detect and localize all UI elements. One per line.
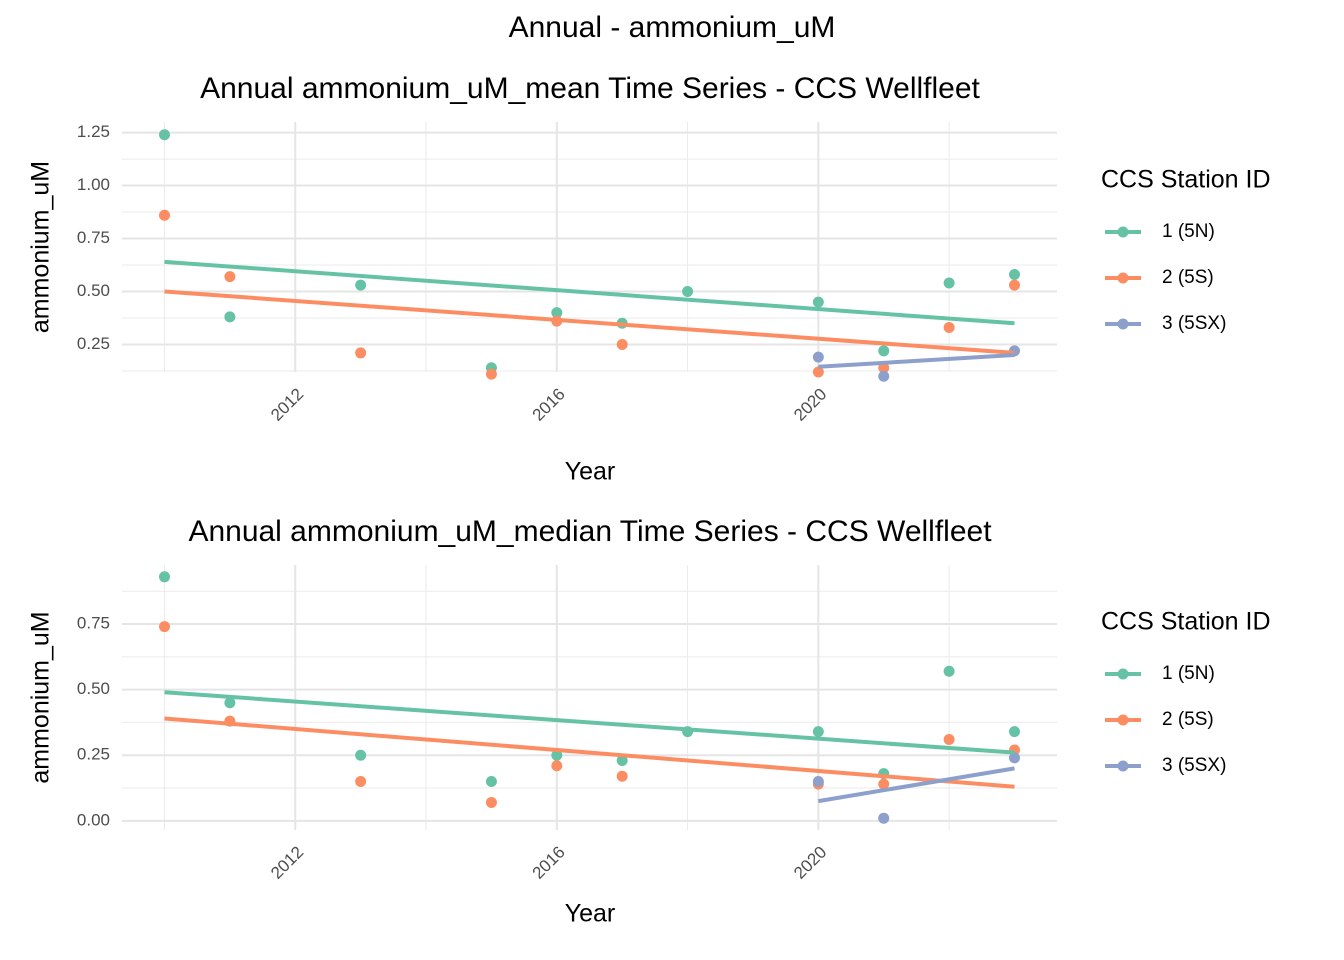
data-point [485,796,497,808]
y-axis-title: ammonium_uM [27,161,55,333]
legend-label: 3 (5SX) [1162,755,1226,776]
data-point [485,775,497,787]
data-point [943,733,955,745]
data-point [159,571,170,583]
legend-key-point [1117,714,1129,726]
legend-title: CCS Station ID [1101,166,1271,194]
legend-title: CCS Station ID [1101,608,1271,636]
legend-key-point [1117,272,1129,284]
y-tick-label: 0.75 [77,228,110,247]
y-tick-label: 0.50 [77,679,110,698]
x-tick-label: 2016 [529,843,569,883]
legend-key-point [1117,668,1129,680]
trend-line [164,716,1015,789]
trend-line [818,353,1015,369]
data-point [812,726,824,738]
chart-title: Annual ammonium_uM_median Time Series - … [188,515,992,548]
legend-key-point [1117,760,1129,772]
data-point [812,351,824,363]
data-point [812,775,824,787]
data-point [355,347,367,359]
figure-title: Annual - ammonium_uM [509,11,836,44]
y-tick-label: 1.00 [77,175,110,194]
data-point [1009,279,1020,291]
data-point [1009,726,1020,738]
y-tick-label: 0.75 [77,614,110,633]
y-tick-label: 0.25 [77,745,110,764]
data-point [355,279,367,291]
data-point [551,749,563,761]
y-tick-label: 0.50 [77,281,110,300]
x-axis-title: Year [565,900,616,928]
data-point [355,749,367,761]
legend-label: 2 (5S) [1162,709,1214,730]
x-tick-label: 2012 [267,843,307,883]
x-tick-label: 2012 [267,385,307,425]
data-point [159,621,170,633]
data-point [224,271,236,283]
x-tick-label: 2020 [790,843,830,883]
legend-key-point [1117,226,1129,238]
data-point [943,277,955,289]
data-point [812,296,824,308]
data-point [355,775,367,787]
data-point [224,697,236,709]
data-point [1009,752,1020,764]
data-point [1009,269,1020,281]
data-point [878,370,890,382]
data-point [485,368,497,380]
data-point [682,285,694,297]
data-point [943,665,955,677]
x-tick-label: 2020 [790,385,830,425]
data-point [878,362,890,374]
data-point [812,366,824,378]
trend-line [164,690,1015,755]
data-point [616,338,628,350]
data-point [551,760,563,772]
data-point [616,770,628,782]
trend-line [818,766,1015,804]
data-point [159,209,170,221]
legend-label: 2 (5S) [1162,267,1214,288]
data-point [224,311,236,323]
x-axis-title: Year [565,458,616,486]
data-point [878,778,890,790]
data-point [943,322,955,334]
chart-title: Annual ammonium_uM_mean Time Series - CC… [200,72,980,105]
legend-label: 1 (5N) [1162,221,1215,242]
data-point [616,754,628,766]
y-axis-title: ammonium_uM [27,611,55,783]
y-tick-label: 1.25 [77,122,110,141]
legend-key-point [1117,318,1129,330]
y-tick-label: 0.25 [77,334,110,353]
legend-label: 1 (5N) [1162,663,1215,684]
y-tick-label: 0.00 [77,810,110,829]
trend-line [164,289,1015,355]
legend-label: 3 (5SX) [1162,313,1226,334]
x-tick-label: 2016 [529,385,569,425]
data-point [159,129,170,141]
data-point [878,812,890,824]
data-point [878,345,890,357]
data-point [551,307,563,319]
trend-line [164,259,1015,326]
